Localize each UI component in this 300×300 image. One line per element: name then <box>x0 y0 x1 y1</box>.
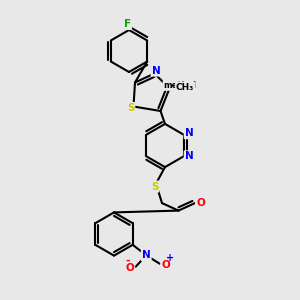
Text: O: O <box>125 263 134 273</box>
Text: N: N <box>142 250 151 260</box>
Text: methyl: methyl <box>164 81 196 90</box>
Text: S: S <box>151 182 158 192</box>
Text: CH₃: CH₃ <box>176 82 194 91</box>
Text: N: N <box>185 151 194 161</box>
Text: O: O <box>196 198 205 208</box>
Text: N: N <box>185 128 194 138</box>
Text: -: - <box>125 256 130 266</box>
Text: O: O <box>161 260 170 270</box>
Text: S: S <box>127 103 134 113</box>
Text: F: F <box>124 19 131 29</box>
Text: N: N <box>152 65 160 76</box>
Text: +: + <box>166 253 174 263</box>
